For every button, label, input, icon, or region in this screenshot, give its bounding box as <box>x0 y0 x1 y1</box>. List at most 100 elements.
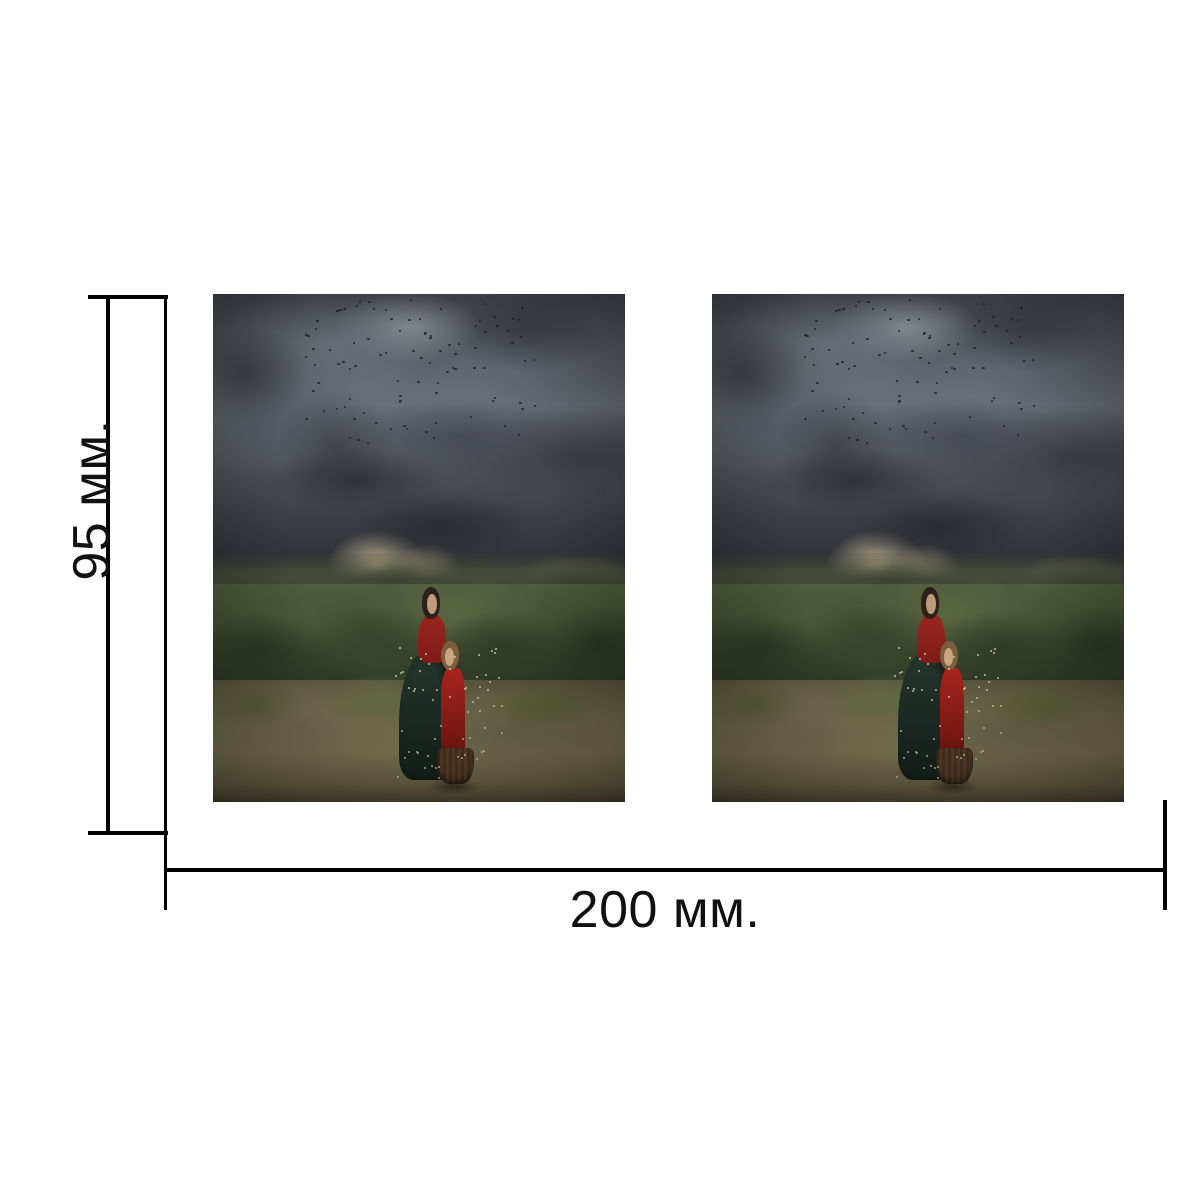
bird-icon <box>511 342 515 345</box>
sparkle <box>963 687 966 690</box>
bird-icon <box>946 344 950 347</box>
bird-icon <box>329 348 332 351</box>
sparkle <box>454 655 456 658</box>
bird-icon <box>518 318 521 321</box>
bird-icon <box>473 346 477 349</box>
sparkle <box>982 750 985 753</box>
bird-icon <box>874 422 878 425</box>
bird-icon <box>1010 318 1013 321</box>
sparkle <box>417 752 420 755</box>
bird-icon <box>1002 424 1005 427</box>
bird-icon <box>533 405 536 408</box>
sparkle <box>464 687 467 690</box>
sparkle <box>435 766 438 769</box>
bird-icon <box>848 437 851 440</box>
bird-icon <box>479 319 482 322</box>
bird-icon <box>493 396 496 399</box>
sparkle <box>984 673 987 676</box>
bird-icon <box>969 415 972 418</box>
sparkle <box>967 737 970 740</box>
bird-icon <box>923 332 926 335</box>
sparkle <box>477 697 480 700</box>
bird-icon <box>821 410 824 413</box>
birds-flock <box>213 294 625 528</box>
product-photo-left <box>213 294 625 802</box>
sparkle <box>990 649 993 652</box>
sparkle <box>915 750 918 753</box>
bird-icon <box>322 410 325 413</box>
bird-icon <box>349 397 352 400</box>
bird-icon <box>396 380 399 383</box>
bird-icon <box>491 399 494 402</box>
bird-icon <box>457 342 460 345</box>
bird-icon <box>429 336 433 339</box>
bird-icon <box>405 427 408 430</box>
bird-icon <box>866 301 870 304</box>
bird-icon <box>897 329 900 332</box>
sparkle <box>960 757 963 760</box>
sparkle <box>412 690 415 693</box>
bird-icon <box>906 319 910 322</box>
figure-shadow <box>914 775 990 798</box>
bird-icon <box>311 347 315 350</box>
wicker-basket <box>936 748 973 785</box>
bird-icon <box>840 361 844 364</box>
dark-cloud-mass <box>712 294 1124 559</box>
bird-icon <box>517 433 520 436</box>
bird-icon <box>520 306 524 309</box>
sparkle <box>461 757 464 760</box>
bird-icon <box>353 341 356 344</box>
bird-icon <box>815 381 819 384</box>
sparkle <box>918 658 921 661</box>
bird-icon <box>398 401 401 404</box>
sparkle <box>960 738 963 741</box>
bird-icon <box>971 366 975 369</box>
sparkle <box>983 726 986 729</box>
bird-icon <box>398 394 402 397</box>
bird-icon <box>337 362 341 365</box>
sparkle <box>475 757 478 760</box>
woman-top <box>417 614 446 664</box>
bird-icon <box>385 351 388 354</box>
height-dimension-top-cap <box>88 295 168 299</box>
bird-icon <box>911 350 915 353</box>
sparkle <box>421 689 424 692</box>
bird-icon <box>314 363 317 366</box>
bird-icon <box>1019 306 1023 309</box>
bird-icon <box>919 356 923 359</box>
sparkle <box>484 726 487 729</box>
bird-icon <box>407 319 411 322</box>
bird-icon <box>304 333 308 336</box>
bird-icon <box>335 309 339 312</box>
sparkle <box>463 687 466 690</box>
bird-icon <box>304 418 308 420</box>
bird-icon <box>511 318 514 321</box>
bird-icon <box>533 359 536 362</box>
bird-icon <box>447 344 451 347</box>
sparkle <box>427 754 430 757</box>
sparkle <box>413 688 416 691</box>
bird-icon <box>424 332 427 335</box>
sparkle <box>486 688 489 691</box>
bird-icon <box>936 382 939 385</box>
sparkle <box>424 652 427 655</box>
bird-icon <box>336 407 338 410</box>
sparkle <box>440 725 443 728</box>
bird-icon <box>1020 407 1024 410</box>
bird-icon <box>307 334 311 337</box>
sparkle <box>930 764 933 767</box>
bird-icon <box>950 366 953 369</box>
sparkle <box>478 686 481 689</box>
sparkle <box>500 705 503 708</box>
bird-icon <box>972 346 976 349</box>
sparkle <box>407 751 410 754</box>
bird-icon <box>810 389 814 392</box>
bird-icon <box>884 309 887 312</box>
sparkle <box>448 695 451 698</box>
sparkle <box>955 755 958 758</box>
bird-icon <box>956 342 959 345</box>
bird-icon <box>451 366 454 369</box>
bird-icon <box>897 401 900 404</box>
sparkle <box>438 776 441 779</box>
sparkle <box>394 674 397 677</box>
